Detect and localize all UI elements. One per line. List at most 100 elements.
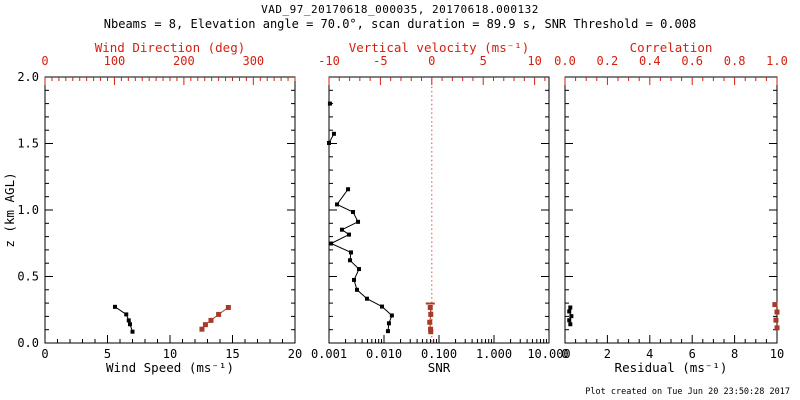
svg-text:-5: -5: [373, 54, 387, 68]
series-wind-speed: [113, 304, 135, 334]
svg-text:20: 20: [288, 347, 302, 361]
plot-created-timestamp: Plot created on Tue Jun 20 23:50:28 2017: [585, 387, 790, 397]
svg-text:0: 0: [41, 54, 48, 68]
data-point: [124, 312, 129, 317]
data-point: [199, 326, 205, 332]
data-point: [428, 326, 434, 332]
svg-text:0.010: 0.010: [366, 347, 402, 361]
data-point: [208, 317, 214, 323]
svg-text:1.0: 1.0: [17, 203, 39, 217]
svg-text:300: 300: [242, 54, 264, 68]
panel-frame: [564, 76, 778, 344]
series-correlation: [772, 302, 780, 331]
svg-text:Wind Direction (deg): Wind Direction (deg): [95, 40, 246, 55]
data-point: [126, 318, 131, 323]
svg-text:SNR: SNR: [428, 360, 451, 375]
svg-text:2: 2: [604, 347, 611, 361]
data-point: [216, 311, 222, 317]
svg-text:0.5: 0.5: [17, 270, 39, 284]
data-point: [567, 318, 572, 323]
data-point: [568, 305, 573, 310]
data-point: [389, 313, 394, 318]
data-point: [225, 304, 231, 310]
series-vertical-velocity: [425, 302, 435, 335]
data-point: [428, 329, 434, 335]
svg-text:2.0: 2.0: [17, 70, 39, 84]
series-snr: [327, 101, 394, 334]
series-residual: [567, 305, 574, 327]
svg-text:0.0: 0.0: [17, 336, 39, 350]
data-point: [364, 296, 369, 301]
data-point: [356, 219, 361, 224]
svg-text:100: 100: [104, 54, 126, 68]
panel-snr-vertical-velocity: 0.001 0.010 0.100 1.000 10.000 SNR -10 -5 0 5 10Ve…: [311, 40, 571, 375]
data-point: [386, 321, 391, 326]
data-point: [428, 311, 434, 317]
plot-title: VAD_97_20170618_000035, 20170618.000132: [261, 3, 539, 16]
data-point: [348, 250, 353, 255]
data-point: [772, 302, 778, 308]
svg-text:5: 5: [480, 54, 487, 68]
svg-text:200: 200: [173, 54, 195, 68]
svg-text:Vertical velocity (ms⁻¹): Vertical velocity (ms⁻¹): [349, 40, 530, 55]
data-point: [329, 241, 334, 246]
svg-text:0.2: 0.2: [597, 54, 619, 68]
data-point: [385, 329, 390, 334]
data-point: [128, 322, 132, 327]
svg-text:-10: -10: [318, 54, 340, 68]
data-point: [356, 267, 361, 272]
svg-text:8: 8: [731, 347, 738, 361]
data-point: [569, 314, 574, 319]
panel-frame: [328, 76, 550, 344]
svg-text:15: 15: [225, 347, 239, 361]
svg-text:0.001: 0.001: [311, 347, 347, 361]
plot-subtitle: Nbeams = 8, Elevation angle = 70.0°, sca…: [103, 17, 697, 31]
data-point: [427, 319, 433, 325]
data-point: [352, 277, 357, 282]
svg-text:1.0: 1.0: [766, 54, 788, 68]
data-point: [774, 309, 780, 315]
svg-text:1.000: 1.000: [476, 347, 512, 361]
data-point: [339, 227, 344, 232]
data-point: [335, 202, 340, 207]
svg-text:z (km AGL): z (km AGL): [2, 172, 17, 247]
svg-text:0.8: 0.8: [724, 54, 746, 68]
data-point: [773, 317, 779, 323]
data-point: [350, 209, 355, 214]
svg-text:5: 5: [104, 347, 111, 361]
svg-text:1.5: 1.5: [17, 137, 39, 151]
svg-text:0.6: 0.6: [681, 54, 703, 68]
data-point: [348, 258, 353, 263]
svg-text:0.4: 0.4: [639, 54, 661, 68]
svg-text:Wind Speed (ms⁻¹): Wind Speed (ms⁻¹): [106, 360, 234, 375]
svg-text:4: 4: [646, 347, 653, 361]
svg-text:6: 6: [689, 347, 696, 361]
svg-text:0.100: 0.100: [421, 347, 457, 361]
series-wind-direction: [199, 304, 231, 332]
panel-frame: [44, 76, 296, 344]
data-point: [774, 325, 780, 331]
data-point: [346, 187, 351, 192]
data-point: [130, 329, 135, 334]
panel-residual-correlation: 0 2 4 6 8 10 Residual (ms⁻¹) 0.0 0.2 0.4 0.6 0.8 1.0…: [554, 40, 788, 375]
svg-text:10.000: 10.000: [527, 347, 570, 361]
data-point: [113, 304, 117, 309]
data-point: [202, 322, 208, 328]
data-point: [355, 287, 360, 292]
svg-text:Residual (ms⁻¹): Residual (ms⁻¹): [615, 360, 728, 375]
panel-wind-speed-direction: 0.0 0.5 1.0 1.5 2.0 z (km AGL) 0 5 10 15 20 Wind Sp…: [2, 40, 302, 375]
svg-text:0: 0: [561, 347, 568, 361]
data-point: [427, 304, 433, 310]
data-point: [568, 322, 573, 327]
svg-text:10: 10: [163, 347, 177, 361]
data-point: [327, 140, 331, 145]
data-point: [331, 131, 336, 136]
data-point: [380, 304, 385, 309]
data-point: [346, 232, 351, 237]
svg-text:0: 0: [41, 347, 48, 361]
svg-text:10: 10: [770, 347, 784, 361]
svg-text:0.0: 0.0: [554, 54, 576, 68]
svg-text:0: 0: [428, 54, 435, 68]
